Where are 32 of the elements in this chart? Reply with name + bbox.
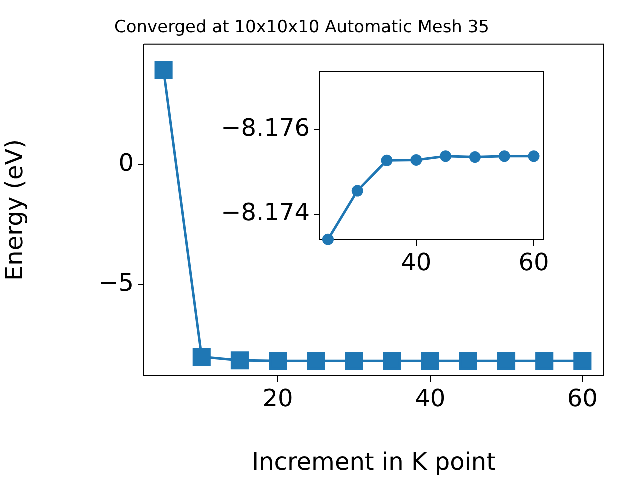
point xyxy=(574,352,592,370)
point xyxy=(498,150,510,162)
point xyxy=(459,352,478,370)
x-tick-label: 60 xyxy=(567,384,598,413)
point xyxy=(230,352,249,370)
y-tick-label: −8.176 xyxy=(221,114,310,142)
point xyxy=(154,61,173,80)
point xyxy=(192,348,211,366)
point xyxy=(528,150,540,162)
point xyxy=(410,154,422,166)
point xyxy=(269,352,288,370)
point xyxy=(469,152,481,164)
x-axis-title: Increment in K point xyxy=(252,448,496,476)
point xyxy=(381,154,393,166)
x-tick-label: 40 xyxy=(401,248,432,277)
y-tick-label: 0 xyxy=(118,148,134,177)
point xyxy=(421,352,440,370)
point xyxy=(345,352,364,370)
point xyxy=(322,234,334,246)
point xyxy=(352,185,364,197)
point xyxy=(536,352,554,370)
chart-title: Converged at 10x10x10 Automatic Mesh 35 xyxy=(114,18,490,38)
x-tick-label: 20 xyxy=(262,384,294,413)
y-tick-label: −8.174 xyxy=(221,198,310,226)
point xyxy=(497,352,516,370)
point xyxy=(383,352,402,370)
point xyxy=(307,352,326,370)
x-tick-label: 40 xyxy=(415,384,446,413)
x-tick-label: 60 xyxy=(518,248,550,277)
point xyxy=(440,150,452,162)
y-tick-label: −5 xyxy=(98,269,134,298)
y-axis-title: Energy (eV) xyxy=(0,139,29,281)
